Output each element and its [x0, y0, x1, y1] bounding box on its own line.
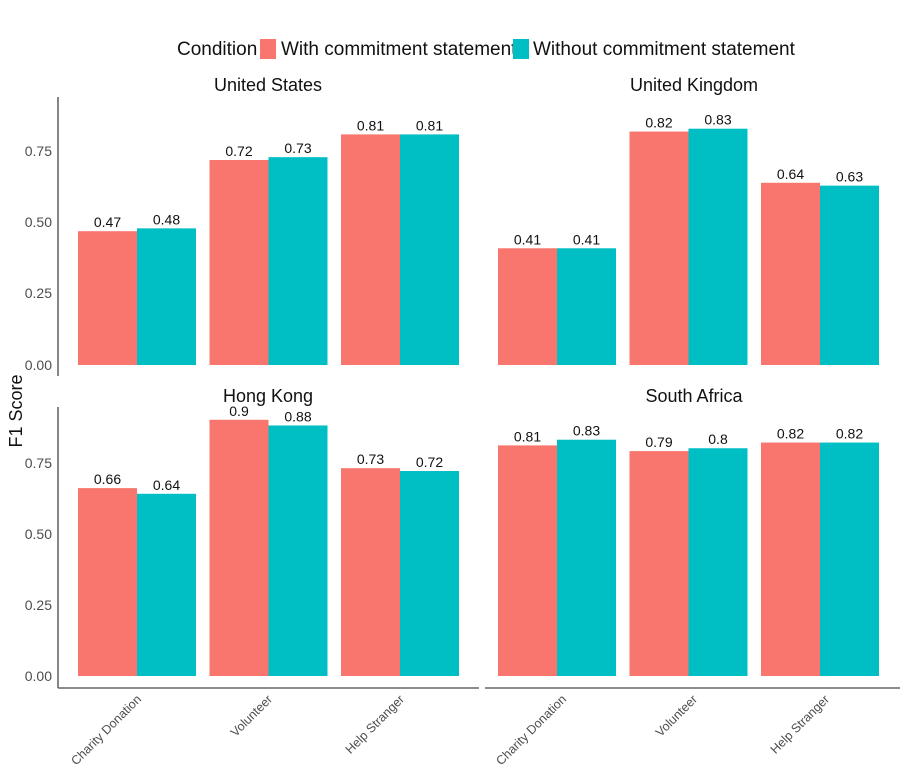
- bar-hong-kong-volunteer-without: [268, 425, 328, 676]
- y-tick-bottom-0.50: 0.50: [25, 526, 52, 542]
- data-label-hong-kong-charity-donation-without: 0.64: [153, 477, 180, 493]
- bar-united-kingdom-charity-donation-without: [557, 248, 616, 365]
- bar-united-states-charity-donation-with: [78, 231, 137, 365]
- data-label-south-africa-volunteer-without: 0.8: [708, 431, 728, 447]
- bar-south-africa-volunteer-without: [688, 448, 748, 676]
- x-tick-right-charity: Charity Donation: [493, 692, 569, 768]
- bar-united-states-charity-donation-without: [137, 228, 196, 365]
- data-label-united-kingdom-volunteer-with: 0.82: [645, 115, 672, 131]
- data-label-south-africa-help-stranger-without: 0.82: [836, 426, 863, 442]
- x-tick-left-volunteer: Volunteer: [228, 692, 275, 739]
- y-tick-top-0.75: 0.75: [25, 143, 52, 159]
- legend-label-with: With commitment statement: [281, 39, 517, 60]
- data-label-united-states-help-stranger-with: 0.81: [357, 117, 384, 133]
- y-tick-bottom-0.75: 0.75: [25, 455, 52, 471]
- data-label-united-states-volunteer-without: 0.73: [284, 140, 311, 156]
- bar-south-africa-charity-donation-without: [557, 439, 616, 676]
- data-label-united-states-charity-donation-with: 0.47: [94, 214, 121, 230]
- data-label-united-kingdom-charity-donation-with: 0.41: [514, 231, 541, 247]
- data-label-united-states-charity-donation-without: 0.48: [153, 211, 180, 227]
- data-label-united-kingdom-charity-donation-without: 0.41: [573, 231, 600, 247]
- y-tick-top-0.50: 0.50: [25, 214, 52, 230]
- bar-hong-kong-help-stranger-with: [341, 468, 400, 676]
- legend-swatch-without: [513, 39, 529, 59]
- data-label-hong-kong-volunteer-with: 0.9: [229, 403, 249, 419]
- bar-united-kingdom-charity-donation-with: [498, 248, 557, 365]
- x-ticks: Charity Donation Volunteer Help Stranger…: [68, 692, 832, 768]
- panel-title-hk: Hong Kong: [223, 386, 313, 406]
- bar-united-kingdom-help-stranger-with: [761, 182, 820, 365]
- bars: 0.47 0.48 0.72 0.73 0.81 0.81 0.41 0.41 0.82 0.83…: [78, 112, 879, 676]
- legend-label-without: Without commitment statement: [533, 39, 796, 60]
- bar-united-kingdom-volunteer-with: [629, 131, 689, 365]
- bar-united-states-help-stranger-with: [341, 134, 400, 365]
- data-label-south-africa-charity-donation-with: 0.81: [514, 428, 541, 444]
- data-label-south-africa-volunteer-with: 0.79: [645, 434, 672, 450]
- data-label-united-states-help-stranger-without: 0.81: [416, 117, 443, 133]
- bar-united-kingdom-volunteer-without: [688, 128, 748, 365]
- legend-title: Condition: [177, 39, 257, 60]
- data-label-united-kingdom-help-stranger-without: 0.63: [836, 169, 863, 185]
- bar-united-states-volunteer-with: [209, 160, 269, 365]
- bar-south-africa-help-stranger-without: [820, 442, 879, 676]
- bar-south-africa-charity-donation-with: [498, 445, 557, 676]
- data-label-united-kingdom-volunteer-without: 0.83: [704, 112, 731, 128]
- bar-hong-kong-volunteer-with: [209, 419, 269, 676]
- data-label-united-kingdom-help-stranger-with: 0.64: [777, 166, 804, 182]
- bar-south-africa-volunteer-with: [629, 451, 689, 676]
- data-label-south-africa-charity-donation-without: 0.83: [573, 423, 600, 439]
- data-label-hong-kong-charity-donation-with: 0.66: [94, 471, 121, 487]
- x-tick-left-help: Help Stranger: [343, 692, 407, 756]
- bar-united-states-volunteer-without: [268, 157, 328, 365]
- bar-hong-kong-charity-donation-with: [78, 488, 137, 676]
- x-tick-right-volunteer: Volunteer: [653, 692, 700, 739]
- legend: Condition With commitment statement With…: [177, 39, 796, 60]
- data-label-hong-kong-volunteer-without: 0.88: [284, 408, 311, 424]
- y-ticks: 0.75 0.50 0.25 0.00 0.75 0.50 0.25 0.00: [25, 143, 52, 684]
- data-label-south-africa-help-stranger-with: 0.82: [777, 426, 804, 442]
- data-label-united-states-volunteer-with: 0.72: [225, 143, 252, 159]
- panel-title-uk: United Kingdom: [630, 75, 758, 95]
- x-tick-left-charity: Charity Donation: [68, 692, 144, 768]
- panel-title-us: United States: [214, 75, 322, 95]
- bar-hong-kong-help-stranger-without: [400, 471, 459, 676]
- y-tick-bottom-0.25: 0.25: [25, 597, 52, 613]
- data-label-hong-kong-help-stranger-with: 0.73: [357, 451, 384, 467]
- y-tick-top-0.00: 0.00: [25, 357, 52, 373]
- y-tick-top-0.25: 0.25: [25, 285, 52, 301]
- panel-title-sa: South Africa: [645, 386, 743, 406]
- bar-united-states-help-stranger-without: [400, 134, 459, 365]
- y-tick-bottom-0.00: 0.00: [25, 668, 52, 684]
- data-label-hong-kong-help-stranger-without: 0.72: [416, 454, 443, 470]
- bar-hong-kong-charity-donation-without: [137, 493, 196, 676]
- y-axis-label: F1 Score: [6, 374, 26, 447]
- bar-south-africa-help-stranger-with: [761, 442, 820, 676]
- bar-united-kingdom-help-stranger-without: [820, 185, 879, 365]
- x-tick-right-help: Help Stranger: [768, 692, 832, 756]
- legend-swatch-with: [260, 39, 276, 59]
